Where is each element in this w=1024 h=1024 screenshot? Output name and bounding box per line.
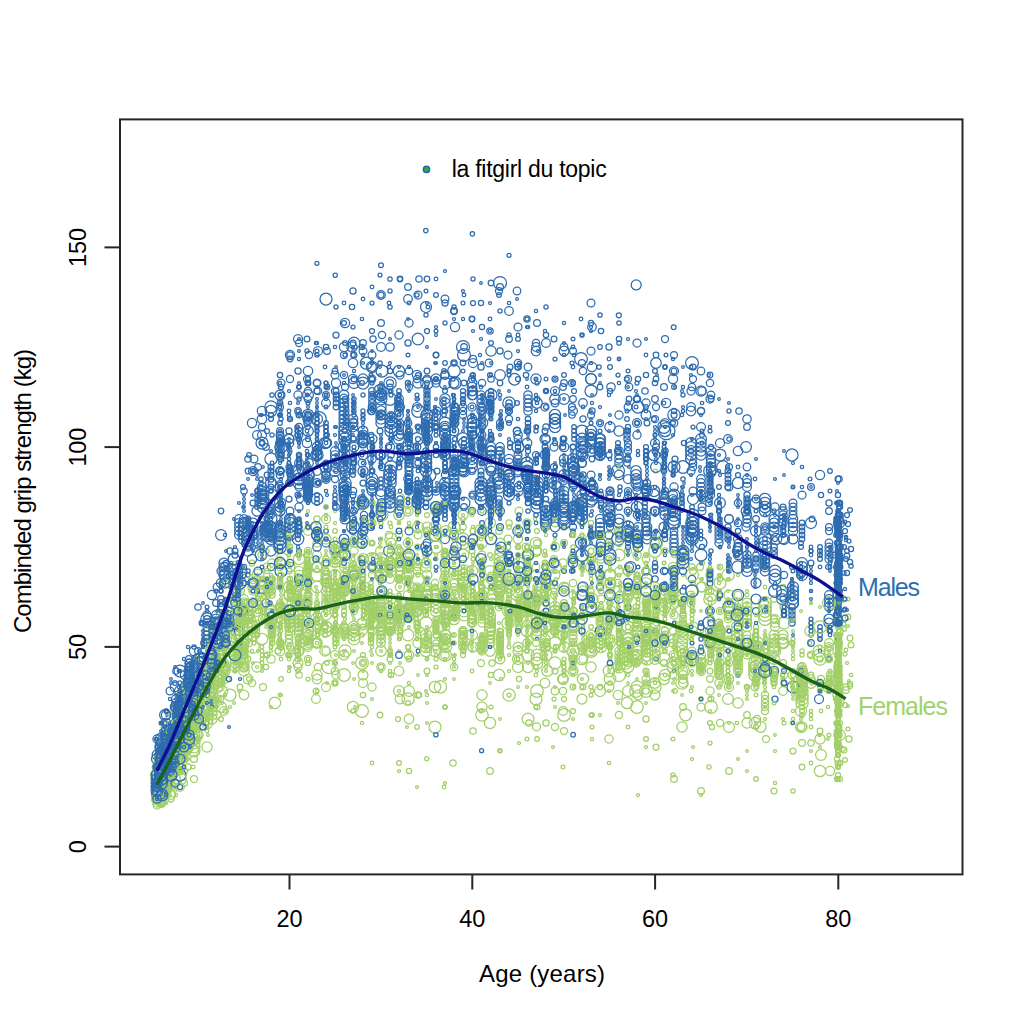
svg-text:la fitgirl du topic: la fitgirl du topic [452, 156, 607, 182]
svg-text:0: 0 [65, 840, 91, 853]
svg-text:20: 20 [276, 906, 302, 932]
svg-text:150: 150 [65, 228, 91, 267]
svg-text:Age (years): Age (years) [479, 960, 605, 987]
svg-text:Combinded grip strength (kg): Combinded grip strength (kg) [9, 349, 36, 633]
svg-text:80: 80 [825, 906, 851, 932]
svg-text:50: 50 [65, 634, 91, 660]
svg-text:Females: Females [858, 692, 948, 720]
svg-text:60: 60 [642, 906, 668, 932]
svg-text:100: 100 [65, 428, 91, 467]
svg-text:Males: Males [858, 573, 920, 601]
svg-text:40: 40 [459, 906, 485, 932]
